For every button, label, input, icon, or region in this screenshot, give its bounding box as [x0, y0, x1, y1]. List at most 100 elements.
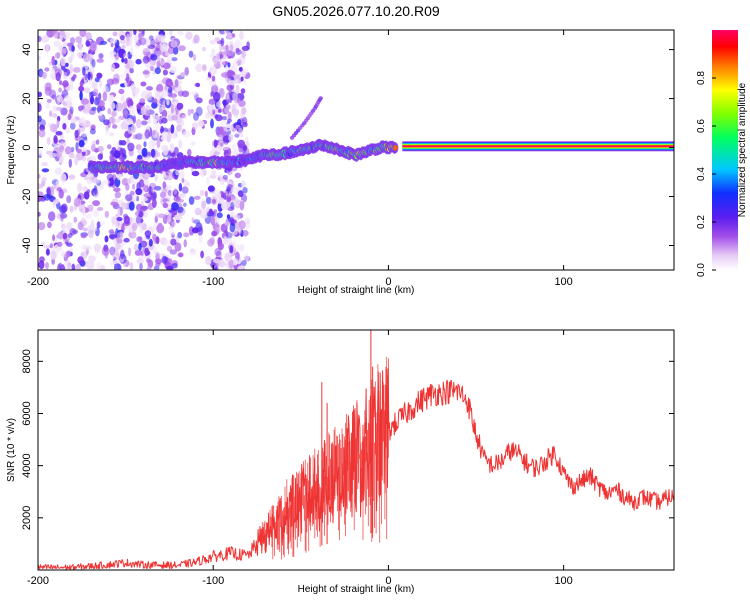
spectrogram-noise-cell	[219, 87, 224, 96]
spectrogram-noise-cell	[125, 118, 133, 126]
spectrogram-noise-cell	[77, 256, 84, 264]
spectrogram-noise-cell	[88, 245, 92, 250]
spectrogram-noise-cell	[228, 111, 232, 121]
spectrogram-noise-cell	[132, 115, 136, 124]
spectrogram-noise-cell	[166, 99, 170, 106]
spectrogram-noise-cell	[156, 138, 161, 149]
spectrogram-noise-cell	[119, 73, 125, 79]
spectrogram-noise-cell	[66, 250, 71, 257]
spectrogram-noise-cell	[124, 57, 128, 64]
spectrogram-noise-cell	[90, 64, 95, 73]
spectrogram-noise-cell	[190, 141, 196, 146]
spectrogram-noise-cell	[151, 141, 157, 147]
spectrogram-noise-cell	[56, 241, 63, 247]
spectrogram-noise-cell	[138, 32, 143, 40]
spectrogram-noise-cell	[160, 144, 169, 151]
spectrogram-noise-cell	[206, 176, 210, 186]
spectrogram-noise-cell	[94, 97, 100, 106]
spectrogram-noise-cell	[175, 169, 180, 176]
spectrogram-noise-cell	[138, 210, 144, 218]
spectrogram-noise-cell	[244, 217, 251, 225]
spectrogram-noise-cell	[60, 56, 66, 67]
spectrogram-noise-cell	[52, 234, 56, 242]
spectrogram-ridge	[87, 138, 399, 175]
spectrogram-noise-cell	[94, 246, 101, 254]
spectrogram-noise-cell	[68, 158, 73, 168]
spectrogram-noise-cell	[151, 130, 156, 136]
spectrogram-noise-cell	[72, 74, 77, 79]
spectrogram-noise-cell	[215, 52, 220, 63]
spectrogram-noise-cell	[61, 47, 67, 54]
spectrogram-noise-cell	[193, 219, 201, 224]
spectrogram-noise-cell	[172, 94, 176, 103]
spectrogram-noise-cell	[51, 55, 55, 66]
spectrogram-noise-cell	[239, 30, 244, 40]
spectrogram-noise-cell	[46, 187, 51, 196]
spectrogram-noise-cell	[71, 263, 76, 270]
spectrogram-noise-cell	[122, 263, 126, 268]
spectrogram-noise-cell	[229, 44, 234, 51]
spectrogram-noise-cell	[52, 105, 57, 113]
spectrogram-noise-cell	[200, 214, 208, 219]
snr-y-ticks: 2000 4000 6000 8000	[21, 349, 674, 530]
spectrogram-noise-cell	[153, 98, 158, 104]
spectrogram-noise-cell	[116, 216, 123, 222]
spectrogram-noise-cell	[241, 116, 248, 126]
spectrogram-noise-cell	[191, 122, 198, 130]
spectrogram-noise-cell	[55, 72, 61, 82]
spectrogram-noise-cell	[65, 127, 71, 134]
spectrogram-noise-cell	[234, 172, 241, 179]
spectrogram-noise-cell	[55, 131, 63, 136]
spectrogram-noise-cell	[154, 130, 160, 139]
spectrogram-noise-cell	[150, 54, 158, 61]
spectrogram-noise-cell	[174, 130, 178, 137]
spectrogram-noise-cell	[114, 197, 118, 203]
spectrogram-noise-cell	[195, 97, 203, 104]
spectrogram-noise-cell	[206, 76, 211, 81]
spectrogram-noise-cell	[84, 73, 88, 81]
spectrogram-noise-cell	[226, 49, 234, 57]
spectrogram-noise-cell	[55, 106, 64, 111]
spectrogram-noise-cell	[43, 193, 51, 201]
spectrogram-noise-cell	[96, 207, 104, 211]
spectrogram-noise-cell	[231, 205, 235, 210]
spectrogram-noise-cell	[45, 102, 51, 109]
spectrogram-noise-cell	[109, 234, 117, 240]
spectrogram-noise-cell	[69, 205, 74, 213]
spectrogram-noise-cell	[128, 230, 137, 239]
spectrogram-noise-cell	[144, 184, 148, 193]
spectrogram-noise-cell	[98, 53, 104, 59]
spectrogram-noise-cell	[238, 66, 243, 72]
spectrogram-noise-cell	[66, 222, 73, 230]
spectrogram-noise-cell	[133, 215, 140, 220]
spectrogram-noise-cell	[174, 242, 182, 252]
spectrogram-noise-cell	[195, 82, 201, 88]
spectrogram-noise-cell	[78, 139, 85, 148]
spectrogram-noise-cell	[99, 182, 104, 191]
snr-noise-fill	[261, 356, 389, 560]
spectrogram-noise-cell	[111, 77, 120, 85]
spectrogram-noise-cell	[144, 37, 151, 47]
spectrogram-noise-cell	[38, 103, 42, 113]
spectrogram-noise-cell	[54, 198, 60, 204]
spectrogram-noise-cell	[130, 83, 136, 92]
spectrogram-noise-cell	[49, 123, 58, 133]
spectrogram-noise-cell	[156, 56, 160, 62]
spectrogram-noise-cell	[190, 91, 198, 96]
spectrogram-noise-cell	[156, 84, 164, 93]
spectrogram-noise-cell	[110, 42, 114, 48]
spectrogram-noise-cell	[53, 30, 59, 35]
spectrogram-noise-cell	[163, 238, 170, 248]
spectrogram-noise-cell	[84, 176, 90, 181]
spectrogram-noise-cell	[74, 129, 79, 139]
spectrogram-noise-cell	[169, 249, 177, 255]
spectrogram-noise-cell	[217, 197, 225, 204]
spectrogram-noise-cell	[209, 39, 216, 45]
spectrogram-noise-cell	[178, 182, 183, 192]
spectrogram-noise-cell	[84, 87, 91, 94]
spectrogram-noise-cell	[237, 190, 244, 198]
spectrogram-noise-cell	[231, 61, 238, 68]
chart-title: GN05.2026.077.10.20.R09	[272, 3, 440, 19]
spectrogram-noise-cell	[168, 150, 175, 157]
spectrogram-noise-cell	[58, 95, 63, 103]
